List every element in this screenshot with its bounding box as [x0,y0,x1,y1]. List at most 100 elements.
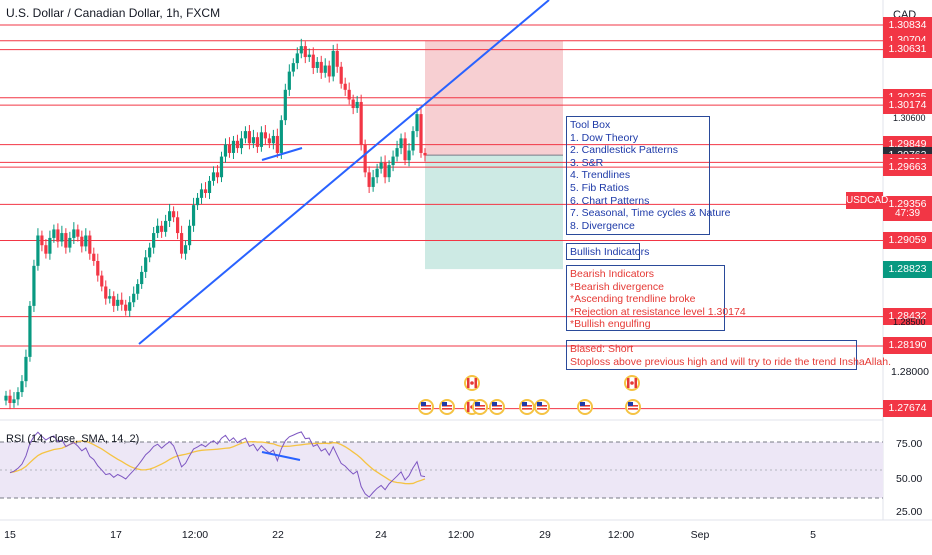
time-tick: 12:00 [181,529,209,541]
bias-line: Stoploss above previous high and will tr… [570,355,892,368]
candle-body [347,89,351,100]
divergence-line-rsi [261,451,301,461]
flag-canton [442,402,447,406]
bias-note[interactable]: Biased: Short Stoploss above previous hi… [566,340,892,370]
flag-stripe [421,408,431,410]
candle-body [16,392,20,400]
candle-body [219,156,224,178]
flag-stripe [628,408,638,410]
candle-body [299,46,303,54]
price-tick: 1.30600 [893,113,926,123]
price-label: 1.29663 [883,158,932,176]
symbol-tag: USDCAD [846,192,888,209]
candle-body [68,237,72,248]
flag-canton [475,402,480,406]
candle-body [132,293,136,303]
flag-stripe [522,408,532,410]
time-tick: 24 [375,529,387,541]
candle-body [359,101,363,145]
candle-body [28,305,32,357]
flag-canton [492,402,497,406]
candle-body [84,235,88,247]
candle-body [112,296,116,306]
candle-body [152,233,156,248]
candle-body [136,284,140,294]
toolbox-line: 7. Seasonal, Time cycles & Nature [570,207,731,220]
candle-body [207,180,212,194]
usd-event-icon [534,399,550,415]
price-label: 1.28823 [883,260,932,278]
event-icons[interactable] [418,375,641,415]
candle-body [247,131,252,144]
candle-body [140,271,144,285]
candle-body [211,172,216,181]
candle-body [124,304,128,311]
candle-body [415,114,419,132]
candle-body [36,235,40,266]
toolbox-line: Tool Box [570,119,611,131]
price-label: 1.30174 [883,96,932,114]
usd-event-icon [418,399,434,415]
flag-stripe [580,408,590,410]
trendlines[interactable] [138,0,550,345]
candle-body [307,54,311,58]
flag-stripe [537,408,547,410]
candle-body [195,197,200,206]
bearish-note[interactable]: Bearish Indicators *Bearish divergence *… [566,265,746,331]
toolbox-note[interactable]: Tool Box 1. Dow Theory 2. Candlestick Pa… [566,116,731,235]
horizontal-levels[interactable] [0,24,883,410]
candle-body [391,156,395,166]
candle-body [423,152,427,156]
candle-body [223,144,228,157]
target-zone [425,155,563,270]
candle-body [255,137,259,147]
candle-body [32,265,36,306]
candle-body [116,299,120,306]
divergence-line-price [261,147,303,161]
bullish-note[interactable]: Bullish Indicators [566,243,649,260]
candle-body [243,131,248,139]
bearish-line: *Bullish engulfing [570,318,651,331]
candle-body [259,132,263,147]
candle-body [12,399,16,404]
rsi-label[interactable]: RSI (14, close, SMA, 14, 2) [6,433,140,445]
candle-body [351,99,355,109]
candle-body [187,225,192,246]
candle-body [156,225,160,234]
candle-body [287,71,291,90]
candle-body [199,189,204,198]
candle-body [355,101,359,109]
flag-canton [628,402,633,406]
time-tick: 22 [272,529,284,541]
candle-body [303,46,307,58]
candle-body [323,65,327,73]
candle-body [72,229,76,238]
candle-body [48,237,52,254]
toolbox-line: 4. Trendlines [570,169,631,182]
ascending-trendline [138,0,550,345]
candle-body [363,144,367,173]
rsi-pane [0,431,883,499]
flag-bar [467,378,470,388]
candle-body [128,302,132,311]
toolbox-line: 6. Chart Patterns [570,194,650,207]
flag-leaf [470,381,474,385]
price-label: 1.30631 [883,41,932,59]
flag-leaf [630,381,634,385]
candle-body [183,245,188,254]
candle-body [379,162,383,169]
candle-body [175,217,180,234]
candle-body [239,138,244,149]
candle-body [283,89,287,121]
candle-body [395,148,399,157]
candle-body [203,189,208,194]
time-tick: 17 [110,529,122,541]
candle-body [168,211,172,221]
usd-event-icon [519,399,535,415]
flag-canton [421,402,426,406]
candle-body [44,245,48,254]
candle-body [108,296,112,299]
rsi-ma-line [9,440,426,485]
